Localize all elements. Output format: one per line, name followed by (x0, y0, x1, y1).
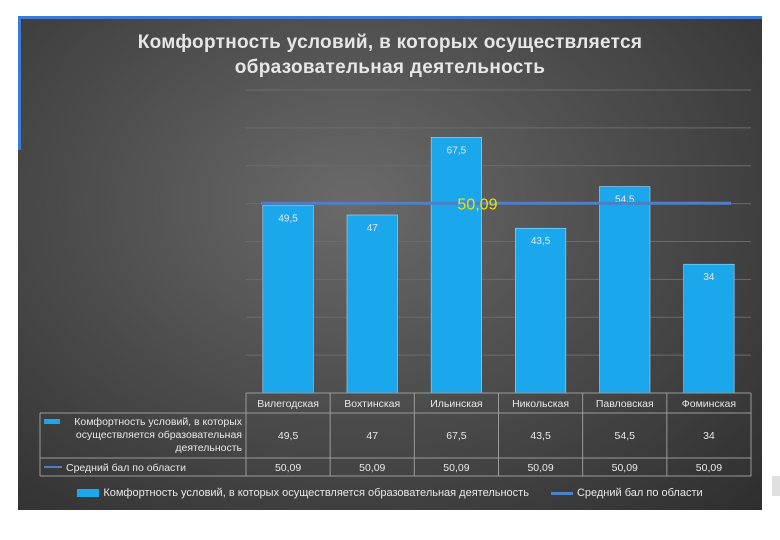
category-label: Павловская (596, 398, 654, 410)
category-label: Никольская (512, 398, 569, 410)
legend-line-label: Средний бал по области (576, 487, 703, 499)
bar-3 (430, 137, 482, 394)
bar-6 (683, 263, 735, 394)
table-value: 54,5 (615, 430, 636, 442)
top-accent-line (18, 16, 762, 19)
bar-data-label: 43,5 (531, 236, 551, 247)
table-value: 43,5 (530, 430, 551, 442)
table-value: 50,09 (612, 462, 638, 474)
average-annotation: 50,09 (457, 196, 497, 213)
legend-bar-label: Комфортность условий, в которых осуществ… (103, 487, 529, 499)
table-bar-key (44, 419, 60, 424)
table-value: 50,09 (275, 462, 301, 474)
table-value: 47 (366, 430, 378, 442)
table-value: 50,09 (359, 462, 385, 474)
table-row-label: Средний бал по области (66, 462, 186, 474)
table-value: 50,09 (527, 462, 553, 474)
table-row-label: осуществляется образовательная (76, 429, 242, 441)
bar-data-label: 47 (367, 223, 379, 234)
table-value: 49,5 (278, 430, 299, 442)
table-value: 34 (703, 430, 715, 442)
chart-svg: 49,5 47 67,5 43,5 54,5 34 50,09 Вилегодская Вохт… (39, 89, 752, 477)
side-mark (772, 476, 780, 496)
legend-entry-bars: Комфортность условий, в которых осуществ… (77, 487, 529, 499)
legend-line-swatch (550, 491, 573, 495)
bar-5 (599, 186, 651, 394)
left-accent-line (18, 16, 21, 150)
table-value: 50,09 (443, 462, 469, 474)
table-value: 50,09 (696, 462, 722, 474)
chart-legend: Комфортность условий, в которых осуществ… (18, 483, 762, 503)
legend-entry-line: Средний бал по области (550, 487, 703, 499)
bar-2 (346, 214, 398, 394)
category-label: Ильинская (430, 398, 482, 410)
bar-4 (515, 227, 567, 394)
table-row-label: Комфортность условий, в которых (74, 416, 242, 428)
table-value: 67,5 (446, 430, 467, 442)
chart-title: Комфортность условий, в которых осуществ… (137, 32, 643, 78)
bar-data-label: 49,5 (278, 214, 298, 225)
table-row-label: деятельность (175, 442, 242, 454)
slide-frame: Комфортность условий, в которых осуществ… (18, 16, 762, 510)
category-label: Вилегодская (257, 398, 319, 410)
bar-data-label: 34 (703, 272, 715, 283)
category-label: Вохтинская (344, 398, 400, 410)
bar-1 (262, 205, 314, 394)
legend-bar-swatch (77, 489, 100, 497)
bar-data-label: 54,5 (615, 195, 635, 206)
category-label: Фоминская (682, 398, 736, 410)
bar-data-label: 67,5 (447, 145, 467, 156)
